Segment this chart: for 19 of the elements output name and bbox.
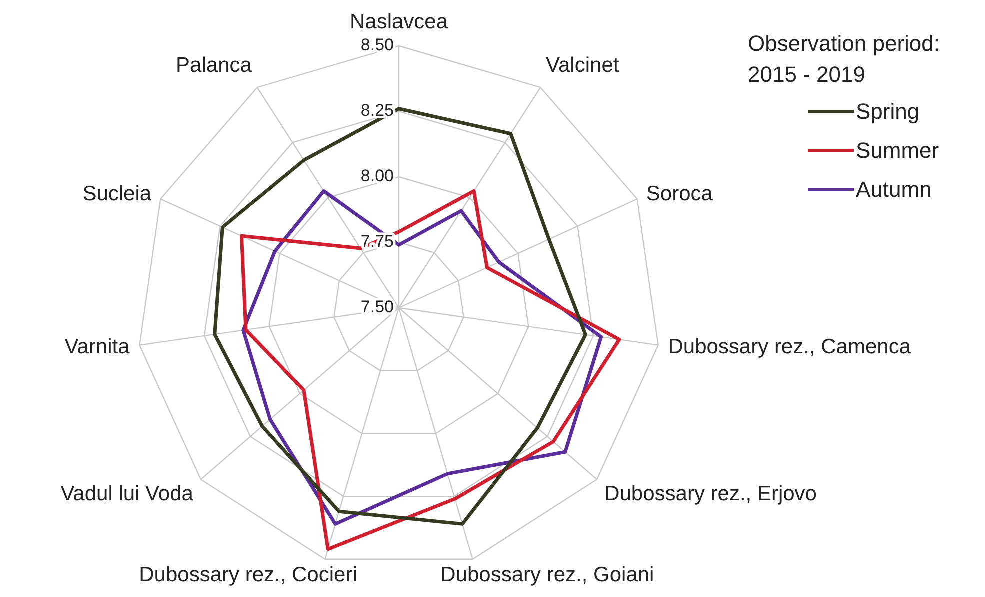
legend-label: Spring bbox=[856, 98, 920, 124]
spoke-label: Dubossary rez., Camenca bbox=[668, 335, 912, 358]
spoke-label: Vadul lui Voda bbox=[60, 482, 194, 506]
spoke-label: Soroca bbox=[646, 182, 714, 206]
legend-label: Autumn bbox=[856, 176, 932, 202]
legend-title: Observation period: 2015 - 2019 bbox=[748, 30, 941, 89]
y-tick-label: 8.25 bbox=[360, 101, 394, 120]
spoke-label: Sucleia bbox=[82, 182, 152, 206]
spoke-label: Valcinet bbox=[546, 54, 620, 77]
y-tick-label: 8.00 bbox=[360, 166, 394, 186]
spoke-label: Varnita bbox=[64, 335, 130, 358]
spoke-label: Dubossary rez., Cocieri bbox=[139, 564, 358, 587]
spoke-label: Naslavcea bbox=[350, 10, 448, 34]
spoke-label: Dubossary rez., Goiani bbox=[440, 564, 654, 587]
spoke-label: Palanca bbox=[176, 54, 252, 77]
y-tick-label: 8.50 bbox=[360, 36, 394, 55]
legend-label: Summer bbox=[856, 138, 940, 164]
spoke-label: Dubossary rez., Erjovo bbox=[604, 482, 817, 506]
y-tick-label: 7.50 bbox=[360, 298, 394, 317]
